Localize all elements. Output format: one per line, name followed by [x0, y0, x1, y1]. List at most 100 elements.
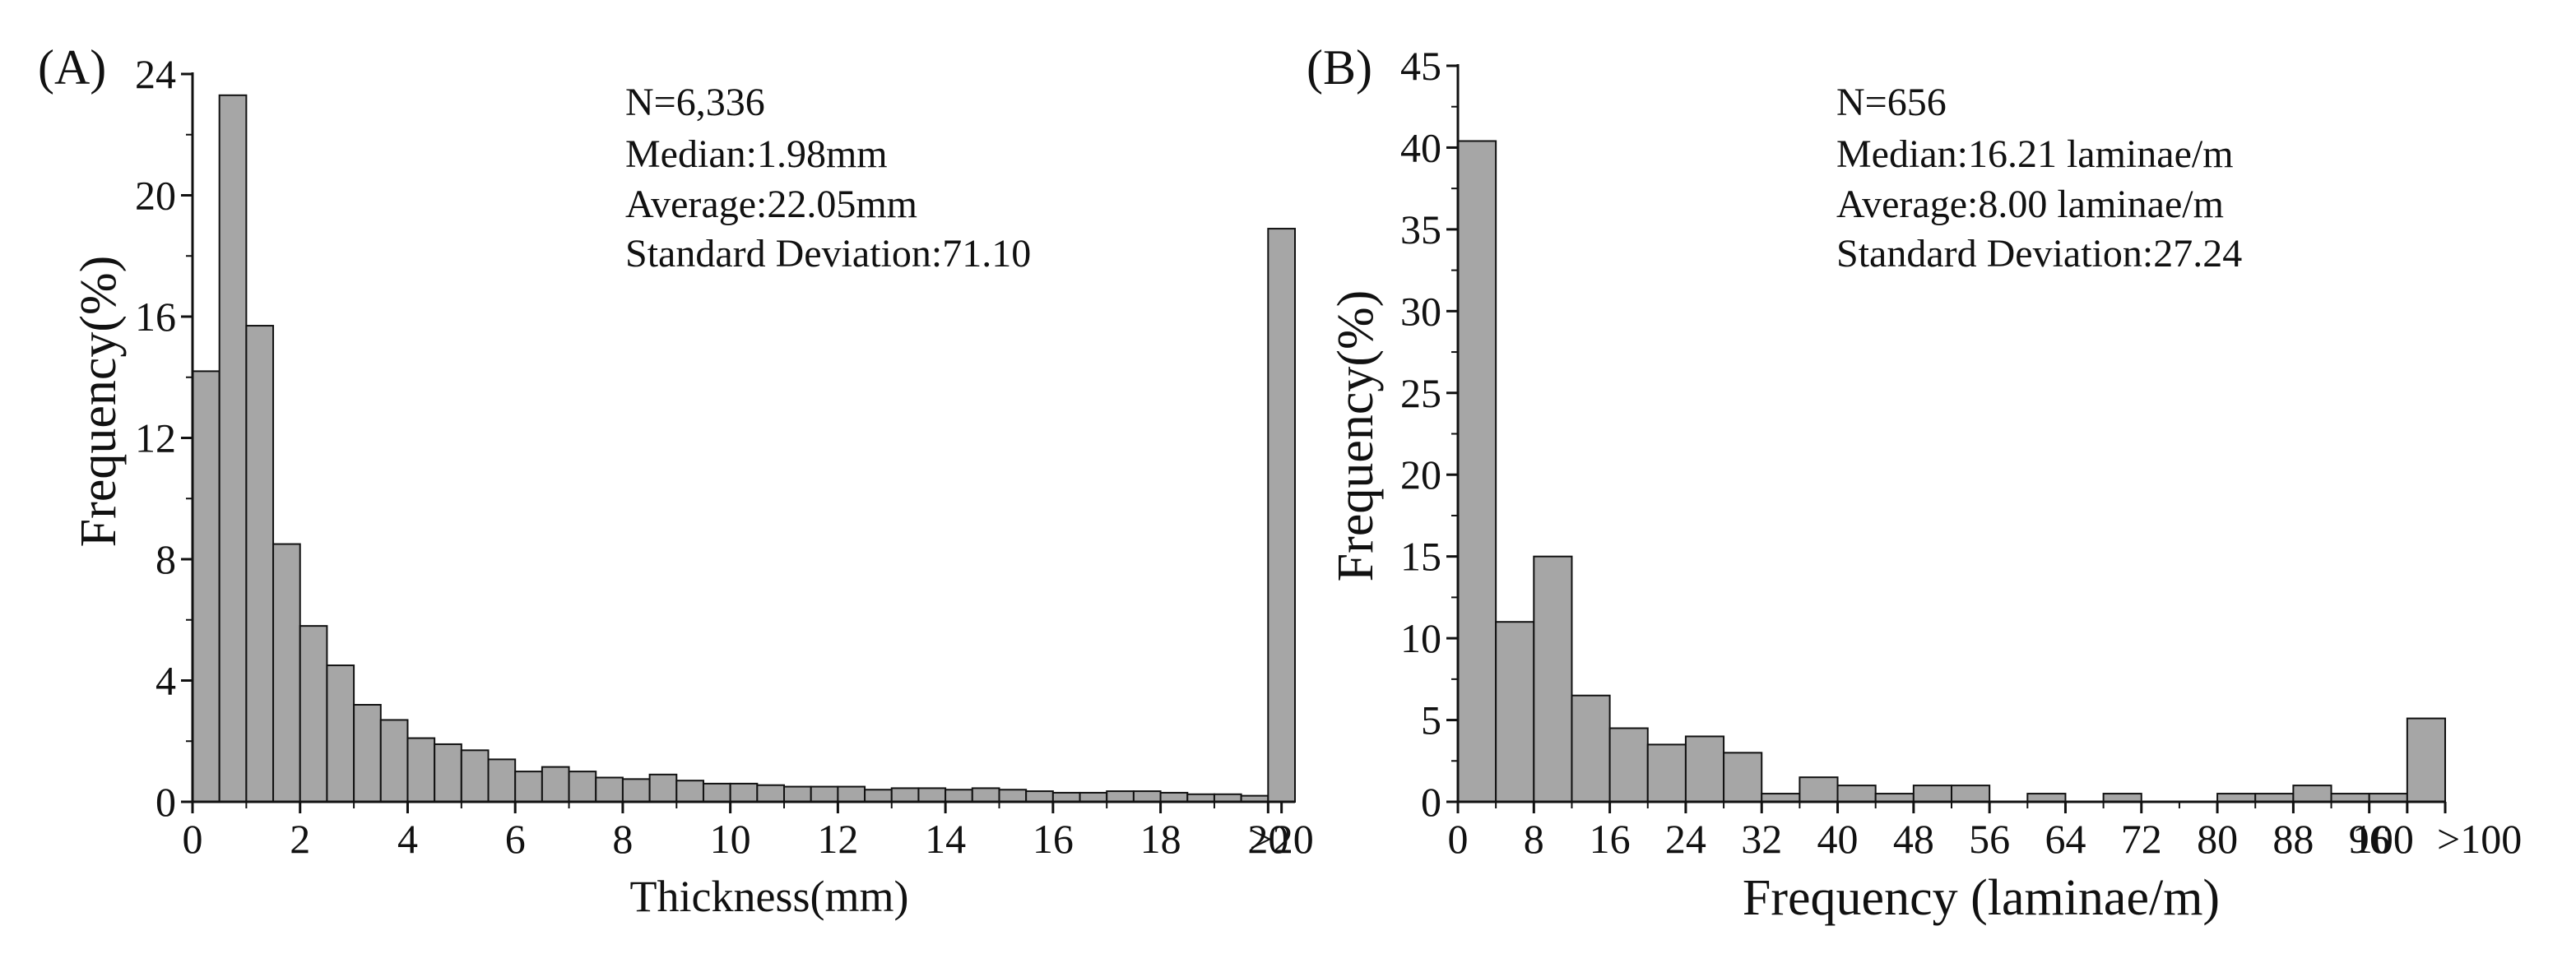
panel-a-y-tick-label: 20 [135, 173, 176, 219]
panel-a-bar-9.5-10 [702, 782, 731, 803]
panel-a-stats-box: N=6,336 Median:1.98mm Average:22.05mm St… [625, 81, 1031, 275]
panel-a-y-tick-label: 12 [135, 415, 176, 461]
panel-a-bar-4-4.5 [406, 737, 436, 803]
panel-a-bar-0-0.5 [192, 370, 220, 803]
panel-b-x-tick-label: 96 [2349, 816, 2390, 862]
panel-b-y-tick-label: 25 [1400, 370, 1441, 416]
panel-a-y-tick-label: 16 [135, 294, 176, 340]
panel-b-y-axis-label: Frequency(%) [1328, 290, 1384, 582]
panel-b-bar-52-56 [1951, 785, 1991, 803]
panel-b-y-tick-label: 10 [1400, 615, 1441, 661]
panel-b-x-tick-label: 48 [1893, 816, 1934, 862]
panel-b-y-tick-label: 45 [1400, 43, 1441, 89]
panel-a-bar-5-5.5 [460, 749, 490, 803]
panel-a-bar-4.5-5 [434, 743, 462, 803]
panel-b-bar-12-16 [1571, 694, 1611, 803]
panel-b-x-axis-label: Frequency (laminae/m) [1743, 870, 2220, 926]
panel-b-bar-88-92 [2292, 785, 2332, 803]
panel-a-x-tick-label: 8 [612, 816, 633, 862]
panel-a-bar-2-2.5 [299, 625, 328, 803]
panel-a-bar-18-18.5 [1159, 791, 1189, 803]
panel-a-bar-13-13.5 [890, 787, 920, 803]
panel-a-y-axis-label: Frequency(%) [71, 256, 127, 548]
panel-a-bar-1.5-2 [272, 543, 301, 803]
panel-a-bar-7.5-8 [595, 776, 624, 803]
panel-b-bars [1457, 140, 2447, 803]
panel-b-bar-20-24 [1646, 743, 1687, 803]
panel-b-bar->100 [2406, 717, 2447, 803]
panel-b-y-tick-label: 30 [1400, 288, 1441, 334]
panel-b-x-tick-label: 32 [1741, 816, 1782, 862]
panel-a-bar-8-8.5 [621, 778, 651, 803]
panel-b-stat-average: Average:8.00 laminae/m [1836, 183, 2224, 226]
panel-b-stats-box: N=656 Median:16.21 laminae/m Average:8.0… [1836, 81, 2242, 275]
panel-a-y-tick-label: 24 [135, 51, 176, 97]
panel-a-y-tick-label: 8 [155, 536, 176, 582]
panel-a-x-tick-label: 0 [183, 816, 203, 862]
panel-a-bar-10.5-11 [756, 784, 786, 803]
panel-a-x-tick-label: 10 [710, 816, 751, 862]
panel-a-bar-6.5-7 [541, 766, 570, 803]
panel-b-y-tick-label: 40 [1400, 124, 1441, 170]
panel-b-x-tick-label: 80 [2197, 816, 2238, 862]
panel-b-x-tick-label: 16 [1590, 816, 1631, 862]
panel-b-x-tick-label: 64 [2045, 816, 2086, 862]
panel-a-bar-12-12.5 [837, 785, 866, 803]
panel-a-bar-2.5-3 [326, 664, 355, 803]
panel-b-bar-48-52 [1912, 785, 1953, 803]
panel-b-x-tick-label: 0 [1448, 816, 1469, 862]
panel-b-x-tick-label: 72 [2121, 816, 2162, 862]
panel-b-bar-8-12 [1533, 555, 1573, 803]
panel-a-x-tick-label: 6 [505, 816, 526, 862]
panel-a-label: (A) [38, 40, 106, 95]
panel-a-bar-13.5-14 [917, 787, 947, 803]
panel-a-bar-10-10.5 [729, 782, 759, 803]
panel-a-bar-14-14.5 [945, 789, 973, 803]
panel-a-y-tick-label: 4 [155, 658, 176, 704]
panel-b-label: (B) [1307, 40, 1372, 95]
panel-a-bar-17-17.5 [1106, 790, 1135, 803]
panel-b-stat-median: Median:16.21 laminae/m [1836, 132, 2234, 176]
panel-a-bar-8.5-9 [648, 773, 678, 803]
panel-a-x-tick-label: 14 [925, 816, 966, 862]
panel-a-bars [192, 94, 1296, 803]
panel-b-bar-28-32 [1723, 752, 1763, 803]
panel-b-y-tick-label: 15 [1400, 534, 1441, 580]
panel-b-bar-4-8 [1495, 621, 1535, 803]
panel-a-bar-17.5-18 [1132, 790, 1162, 803]
panel-b-x-tick-label: 40 [1817, 816, 1859, 862]
panel-b-bar-16-20 [1608, 727, 1649, 803]
panel-a-y-tick-label: 0 [155, 779, 176, 825]
panel-a-bar->20 [1267, 228, 1296, 803]
panel-b-x-tick-label: 24 [1665, 816, 1706, 862]
panel-b-x-tick-label: 100 [2352, 816, 2414, 862]
panel-a-stat-median: Median:1.98mm [625, 132, 888, 176]
panel-b-x-tick-label: 88 [2272, 816, 2314, 862]
panel-a-bar-15.5-16 [1025, 790, 1054, 803]
panel-a-bar-3.5-4 [379, 719, 409, 803]
panel-b-y-tick-label: 5 [1421, 697, 1441, 743]
panel-b-y-tick-label: 20 [1400, 451, 1441, 498]
panel-a-bar-9-9.5 [675, 780, 704, 803]
panel-b-x-tick-label: 56 [1969, 816, 2010, 862]
panel-a-bar-15-15.5 [998, 789, 1028, 803]
panel-b-y-tick-label: 35 [1400, 206, 1441, 252]
panel-a-bar-14.5-15 [971, 787, 1000, 803]
panel-a-thickness-histogram: (A) Frequency(%) Thickness(mm) N=6,336 M… [38, 40, 1314, 921]
panel-b-frequency-histogram: (B) Frequency(%) Frequency (laminae/m) N… [1307, 40, 2522, 926]
panel-a-x-tick-label: >20 [1250, 816, 1314, 862]
panel-a-bar-5.5-6 [487, 758, 517, 803]
panel-a-bar-11.5-12 [810, 785, 839, 803]
panel-a-x-tick-label: 16 [1033, 816, 1074, 862]
panel-b-bar-36-40 [1799, 776, 1839, 803]
panel-a-x-tick-label: 2 [290, 816, 310, 862]
panel-a-bar-16-16.5 [1051, 791, 1081, 803]
panel-a-stat-std: Standard Deviation:71.10 [625, 232, 1031, 275]
panel-a-bar-11-11.5 [783, 785, 812, 803]
panel-a-stat-n: N=6,336 [625, 81, 765, 124]
panel-b-stat-n: N=656 [1836, 81, 1947, 124]
panel-a-x-tick-label: 18 [1140, 816, 1181, 862]
panel-a-bar-1-1.5 [245, 325, 275, 803]
